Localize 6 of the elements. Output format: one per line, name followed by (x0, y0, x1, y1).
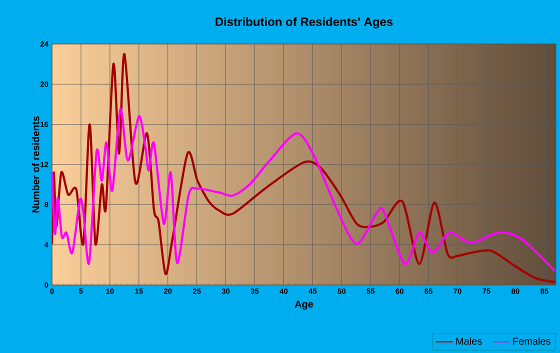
y-axis-title: Number of residents (32, 116, 40, 212)
line-series (52, 108, 556, 272)
legend-label: Females (513, 337, 550, 345)
x-axis-title: Age (294, 300, 314, 310)
chart-title: Distribution of Residents' Ages (216, 17, 393, 28)
legend-label: Males (456, 337, 482, 345)
